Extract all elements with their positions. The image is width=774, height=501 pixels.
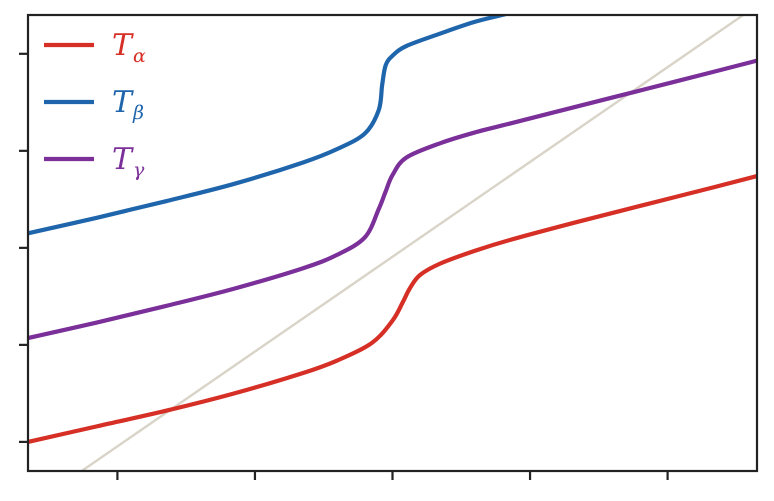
legend-subscript: γ [133,159,145,181]
axis-ticks [19,52,669,480]
legend-label: T [112,28,134,63]
series-lines [28,15,757,471]
reference-diagonal-line [80,15,744,471]
legend-label: T [112,85,134,120]
legend-subscript: α [133,45,146,67]
plot-area [19,13,759,480]
series-line-t-gamma [28,58,757,341]
legend-subscript: β [132,102,144,124]
legend-label: T [112,142,134,177]
axes-frame [26,13,759,473]
series-line-t-beta [28,15,511,236]
series-line-t-alpha [28,174,757,444]
